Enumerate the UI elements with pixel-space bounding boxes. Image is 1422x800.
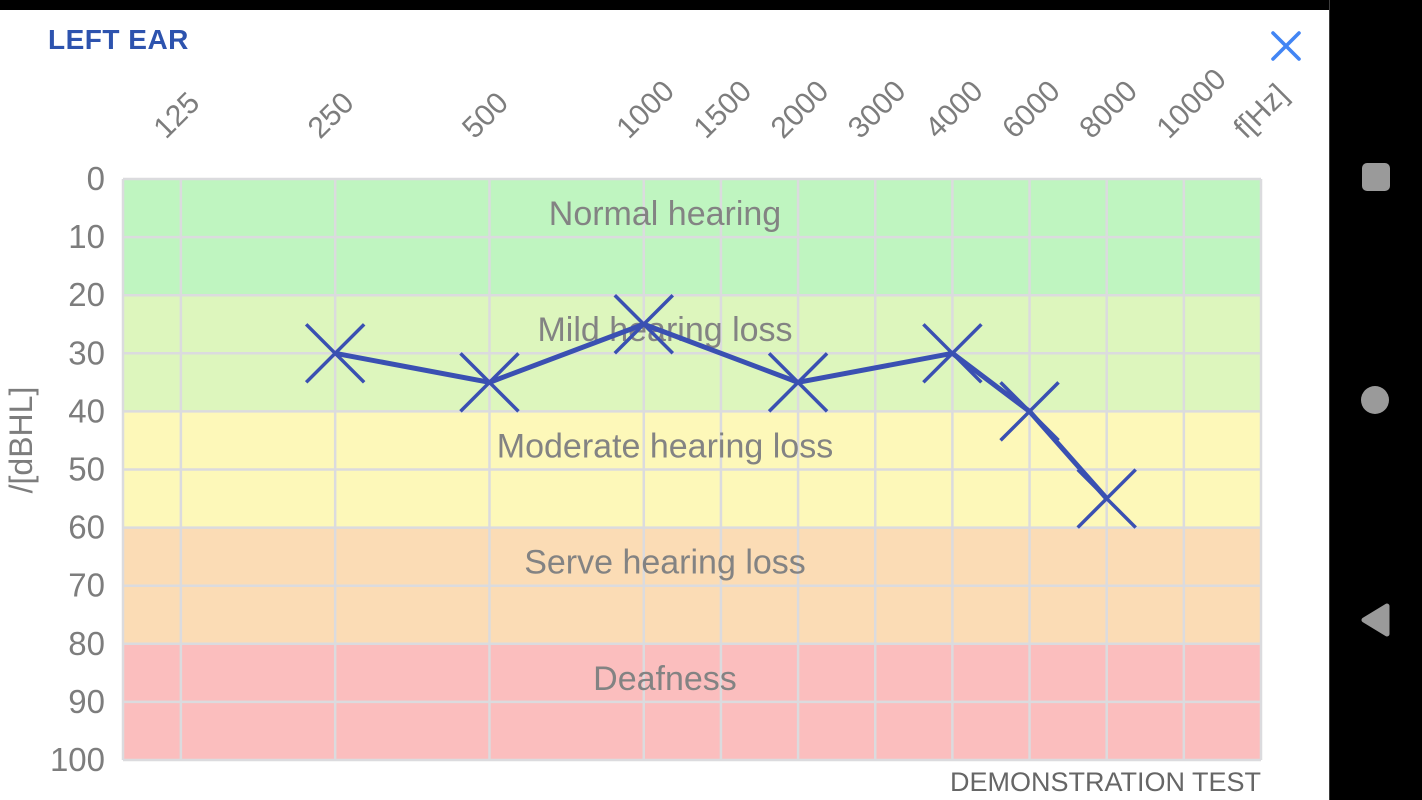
back-triangle-icon[interactable] [1358, 601, 1392, 639]
zone-label: Moderate hearing loss [497, 427, 833, 465]
data-point-marker [767, 352, 829, 413]
y-tick-label: 40 [68, 392, 105, 429]
zone-label: Deafness [593, 660, 737, 698]
data-point-marker [922, 323, 983, 384]
x-tick-label: 1500 [688, 74, 759, 145]
x-tick-label: 1000 [610, 74, 681, 145]
data-point-marker [1076, 468, 1137, 529]
y-tick-label: 10 [68, 218, 105, 255]
zone-label: Serve hearing loss [524, 544, 806, 582]
home-circle-icon[interactable] [1360, 385, 1390, 415]
close-icon [1271, 31, 1301, 61]
recents-square-icon[interactable] [1361, 162, 1391, 192]
x-tick-label: 3000 [842, 74, 913, 145]
watermark-label: DEMONSTRATION TEST [950, 767, 1261, 797]
y-tick-label: 20 [68, 276, 105, 313]
android-nav-bar [1329, 0, 1422, 800]
x-tick-label: 10000 [1150, 63, 1232, 145]
x-tick-label: 500 [456, 86, 515, 145]
close-button[interactable] [1268, 28, 1304, 64]
y-tick-label: 70 [68, 567, 105, 604]
x-tick-label: 4000 [919, 74, 990, 145]
y-tick-label: 60 [68, 509, 105, 546]
y-tick-label: 80 [68, 625, 105, 662]
zone-label: Normal hearing [549, 195, 781, 233]
x-tick-label: 250 [302, 86, 361, 145]
y-tick-label: 50 [68, 451, 105, 488]
data-point-marker [304, 323, 366, 384]
data-point-marker [459, 352, 520, 413]
x-tick-label: 2000 [765, 74, 836, 145]
x-tick-label: 8000 [1073, 74, 1144, 145]
y-tick-label: 90 [68, 683, 105, 720]
status-bar [0, 0, 1422, 10]
y-tick-label: 100 [50, 741, 105, 778]
y-tick-label: 0 [87, 160, 105, 197]
x-tick-label: 6000 [996, 74, 1067, 145]
data-point-marker [999, 381, 1060, 442]
y-tick-label: 30 [68, 334, 105, 371]
x-tick-label: 125 [147, 86, 206, 145]
page-title: LEFT EAR [48, 24, 189, 55]
y-axis-label: /[dBHL] [3, 387, 39, 494]
x-axis-unit-label: f[Hz] [1228, 78, 1295, 145]
data-point-marker [613, 294, 675, 355]
